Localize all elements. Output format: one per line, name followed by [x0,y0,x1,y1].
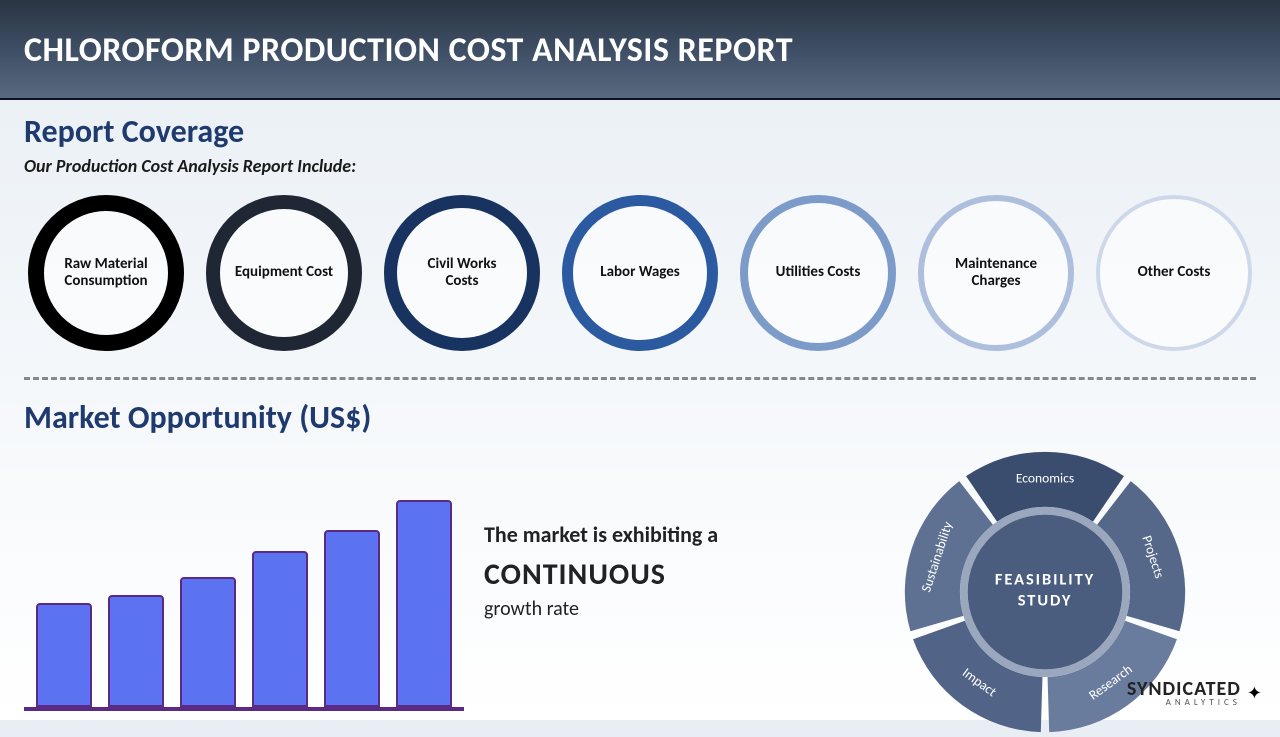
bar [396,500,452,707]
coverage-ring: Civil Works Costs [384,195,540,351]
wheel-center-label: FEASIBILITY [995,569,1095,589]
page-title: CHLOROFORM PRODUCTION COST ANALYSIS REPO… [24,30,793,71]
lower-row: The market is exhibiting a CONTINUOUS gr… [24,441,1256,737]
bar [36,603,92,707]
coverage-ring: Other Costs [1096,195,1252,351]
content-area: Report Coverage Our Production Cost Anal… [0,100,1280,737]
bar [324,530,380,707]
wheel-segment-label: Economics [1016,470,1074,487]
section-divider [24,377,1256,380]
wheel-center-label: STUDY [1018,591,1073,611]
opportunity-title: Market Opportunity (US$) [24,398,1256,437]
coverage-ring: Equipment Cost [206,195,362,351]
growth-text-block: The market is exhibiting a CONTINUOUS gr… [484,441,824,621]
coverage-rings-row: Raw Material ConsumptionEquipment CostCi… [24,195,1256,351]
coverage-ring: Raw Material Consumption [28,195,184,351]
coverage-ring: Labor Wages [562,195,718,351]
coverage-subtitle: Our Production Cost Analysis Report Incl… [24,155,1256,177]
bar-chart [24,491,464,711]
growth-text-line1: The market is exhibiting a [484,521,824,548]
bar-chart-block [24,441,464,711]
growth-text-line2: CONTINUOUS [484,556,824,593]
bar [180,577,236,707]
brand-logo: SYNDICATED ANALYTICS ✦ [1127,677,1262,708]
bar [252,551,308,707]
coverage-ring: Utilities Costs [740,195,896,351]
bar [108,595,164,707]
brand-icon: ✦ [1247,682,1262,704]
coverage-ring: Maintenance Charges [918,195,1074,351]
header-banner: CHLOROFORM PRODUCTION COST ANALYSIS REPO… [0,0,1280,100]
coverage-title: Report Coverage [24,112,1256,151]
growth-text-line3: growth rate [484,597,824,621]
